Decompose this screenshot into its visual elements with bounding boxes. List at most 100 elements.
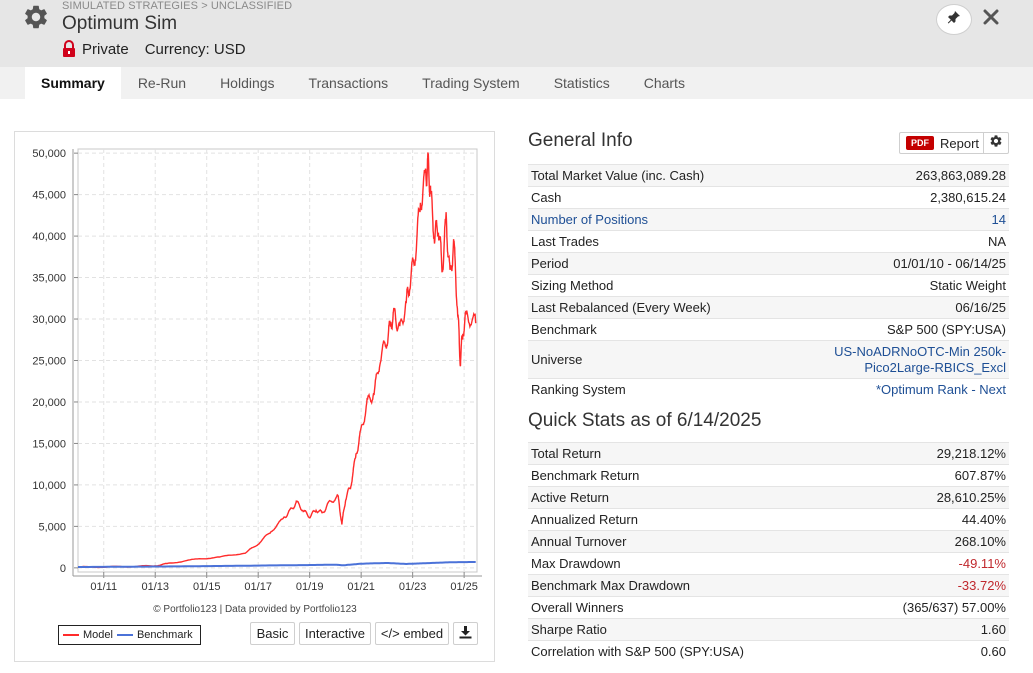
table-row: Total Return 29,218.12% <box>528 442 1009 465</box>
y-tick-label: 10,000 <box>32 480 66 492</box>
legend-swatch-model <box>63 634 79 636</box>
y-tick-label: 50,000 <box>32 148 66 160</box>
row-value: -33.72% <box>848 574 1009 597</box>
number-of-positions-link[interactable]: Number of Positions <box>528 208 774 231</box>
table-row: Active Return 28,610.25% <box>528 486 1009 509</box>
y-tick-label: 20,000 <box>32 397 66 409</box>
legend-label-model: Model <box>83 629 113 641</box>
meta-row: Private Currency: USD <box>62 39 246 59</box>
row-value: 607.87% <box>848 464 1009 487</box>
row-label: Total Return <box>528 442 849 465</box>
legend-swatch-benchmark <box>116 634 133 636</box>
row-value: 44.40% <box>848 508 1009 531</box>
close-button[interactable] <box>980 7 1002 31</box>
row-label: Last Trades <box>528 230 774 253</box>
download-chart-button[interactable] <box>453 622 478 645</box>
row-value: 01/01/10 - 06/14/25 <box>773 252 1009 275</box>
row-label: Annualized Return <box>528 508 849 531</box>
table-row: Universe US-NoADRNoOTC-Min 250k- Pico2Lar… <box>528 340 1009 379</box>
row-label: Last Rebalanced (Every Week) <box>528 296 774 319</box>
row-value: 268.10% <box>848 530 1009 553</box>
row-label: Sharpe Ratio <box>528 618 849 641</box>
x-tick-label: 01/17 <box>244 581 272 593</box>
ranking-system-link[interactable]: *Optimum Rank - Next <box>773 378 1009 401</box>
tab-trading-system[interactable]: Trading System <box>422 75 520 91</box>
row-value: (365/637) 57.00% <box>848 596 1009 619</box>
y-tick-label: 0 <box>60 563 66 575</box>
row-value: 06/16/25 <box>773 296 1009 319</box>
table-row: Cash 2,380,615.24 <box>528 186 1009 209</box>
chart-legend: Model Benchmark <box>58 625 201 645</box>
row-value: 263,863,089.28 <box>773 164 1009 187</box>
report-label: Report <box>940 135 980 151</box>
row-value: Static Weight <box>773 274 1009 297</box>
x-tick-label: 01/25 <box>450 581 478 593</box>
performance-chart: 50,000 45,000 40,000 35,000 30,000 25,000 20,0… <box>32 148 482 615</box>
table-row: Annualized Return 44.40% <box>528 508 1009 531</box>
row-value: 0.60 <box>848 640 1009 663</box>
x-tick-label: 01/15 <box>193 581 221 593</box>
row-value: 2,380,615.24 <box>773 186 1009 209</box>
row-value: S&P 500 (SPY:USA) <box>773 318 1009 341</box>
general-info-title: General Info <box>528 130 633 151</box>
report-settings-button[interactable] <box>983 132 1009 154</box>
universe-link[interactable]: US-NoADRNoOTC-Min 250k- Pico2Large-RBICS_… <box>773 340 1009 379</box>
table-row: Number of Positions 14 <box>528 208 1009 231</box>
number-of-positions-value-link[interactable]: 14 <box>773 208 1009 231</box>
tab-charts[interactable]: Charts <box>643 75 685 91</box>
tab-summary[interactable]: Summary <box>25 67 121 99</box>
general-info-table: Total Market Value (inc. Cash) 263,863,0… <box>528 164 1009 401</box>
embed-chart-button[interactable]: </> embed <box>375 622 449 645</box>
x-tick-label: 01/19 <box>296 581 324 593</box>
breadcrumb[interactable]: SIMULATED STRATEGIES > UNCLASSIFIED <box>62 0 293 12</box>
y-tick-label: 25,000 <box>32 356 66 368</box>
table-row: Benchmark S&P 500 (SPY:USA) <box>528 318 1009 341</box>
table-row: Benchmark Return 607.87% <box>528 464 1009 487</box>
download-icon <box>459 625 472 642</box>
lock-icon <box>62 40 76 58</box>
legend-item-benchmark[interactable]: Benchmark <box>116 629 193 641</box>
tab-statistics[interactable]: Statistics <box>553 75 610 91</box>
table-row: Period 01/01/10 - 06/14/25 <box>528 252 1009 275</box>
row-label: Total Market Value (inc. Cash) <box>528 164 774 187</box>
quick-stats-table: Total Return 29,218.12% Benchmark Return 6… <box>528 442 1009 663</box>
table-row: Annual Turnover 268.10% <box>528 530 1009 553</box>
row-label: Correlation with S&P 500 (SPY:USA) <box>528 640 849 663</box>
row-label: Period <box>528 252 774 275</box>
table-row: Last Trades NA <box>528 230 1009 253</box>
row-label: Benchmark <box>528 318 774 341</box>
universe-line-1: US-NoADRNoOTC-Min 250k- <box>834 343 1006 359</box>
legend-item-model[interactable]: Model <box>63 629 113 641</box>
row-label: Ranking System <box>528 378 774 401</box>
quick-stats-title: Quick Stats as of 6/14/2025 <box>528 410 762 431</box>
interactive-chart-button[interactable]: Interactive <box>299 622 371 645</box>
x-tick-label: 01/13 <box>141 581 169 593</box>
tab-transactions[interactable]: Transactions <box>308 75 389 91</box>
row-label: Benchmark Max Drawdown <box>528 574 849 597</box>
row-label: Cash <box>528 186 774 209</box>
tab-re-run[interactable]: Re-Run <box>137 75 187 91</box>
tab-bar: Summary Re-Run Holdings Transactions Tra… <box>0 67 1033 99</box>
row-label: Universe <box>528 340 774 379</box>
row-label: Max Drawdown <box>528 552 849 575</box>
settings-gear-icon[interactable] <box>22 3 50 31</box>
basic-chart-button[interactable]: Basic <box>250 622 295 645</box>
legend-label-benchmark: Benchmark <box>136 629 193 641</box>
y-tick-label: 45,000 <box>32 190 66 202</box>
tab-holdings[interactable]: Holdings <box>220 75 275 91</box>
table-row: Sizing Method Static Weight <box>528 274 1009 297</box>
pin-button[interactable] <box>936 4 972 35</box>
universe-line-2: Pico2Large-RBICS_Excl <box>864 359 1006 375</box>
privacy-label: Private <box>82 40 129 58</box>
y-tick-label: 15,000 <box>32 438 66 450</box>
row-label: Overall Winners <box>528 596 849 619</box>
report-button[interactable]: PDF Report <box>899 132 984 154</box>
y-tick-label: 40,000 <box>32 231 66 243</box>
table-row: Correlation with S&P 500 (SPY:USA) 0.60 <box>528 640 1009 663</box>
row-label: Sizing Method <box>528 274 774 297</box>
close-icon <box>983 9 999 30</box>
x-tick-label: 01/11 <box>90 581 117 593</box>
table-row: Ranking System *Optimum Rank - Next <box>528 378 1009 401</box>
x-tick-label: 01/23 <box>399 581 427 593</box>
table-row: Total Market Value (inc. Cash) 263,863,0… <box>528 164 1009 187</box>
